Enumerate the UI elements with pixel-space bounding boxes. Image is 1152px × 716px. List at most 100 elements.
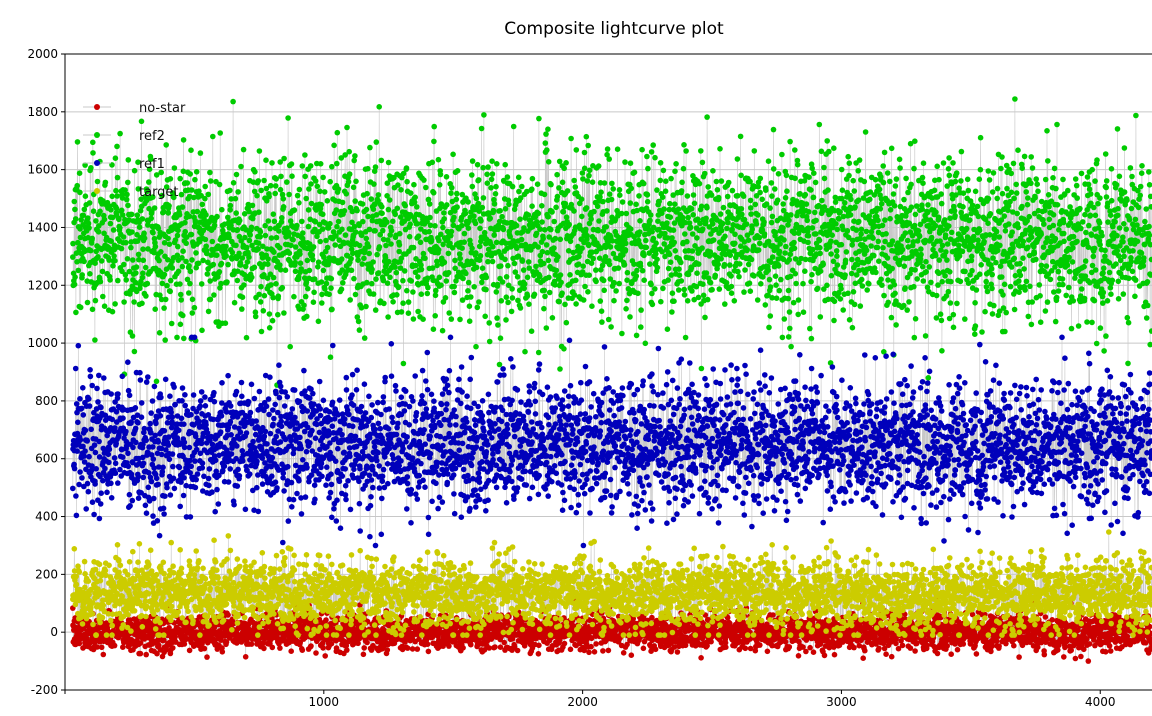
data-point (174, 334, 180, 341)
data-point (233, 171, 240, 178)
data-point (188, 231, 195, 238)
data-point (192, 176, 198, 183)
data-point (219, 649, 226, 655)
data-point (164, 282, 170, 289)
data-point (114, 193, 120, 199)
data-point (786, 644, 793, 650)
data-point (131, 167, 138, 174)
data-point (118, 245, 125, 252)
data-point (254, 192, 260, 199)
data-point (588, 643, 594, 650)
data-point (256, 209, 262, 215)
data-point (156, 257, 162, 264)
data-point (278, 173, 284, 180)
data-point (202, 183, 208, 190)
data-point (227, 187, 233, 194)
data-point (82, 193, 89, 199)
data-point (281, 155, 287, 162)
data-point (123, 196, 130, 203)
data-point (89, 306, 96, 313)
data-point (150, 230, 156, 236)
data-point (219, 206, 225, 213)
data-point (265, 256, 271, 262)
data-point (120, 644, 126, 650)
data-point (851, 644, 857, 651)
data-point (151, 205, 158, 211)
data-point (179, 263, 186, 270)
data-point (280, 196, 287, 202)
data-point (117, 130, 123, 137)
data-point (218, 637, 224, 643)
data-point (640, 645, 647, 652)
data-point (299, 163, 306, 169)
data-point (268, 235, 275, 241)
data-point (143, 293, 149, 299)
data-point (161, 305, 167, 311)
data-point (807, 644, 813, 651)
data-point (162, 296, 169, 303)
data-point (79, 272, 85, 278)
data-point (1042, 614, 1049, 620)
data-point (1072, 655, 1079, 662)
data-point (323, 617, 329, 623)
data-point (240, 146, 247, 153)
data-point (174, 232, 181, 239)
data-point (256, 148, 263, 154)
data-point (110, 263, 116, 269)
data-point (166, 203, 172, 209)
data-point (92, 297, 99, 304)
data-point (216, 181, 223, 188)
data-point (223, 243, 229, 250)
data-point (320, 645, 326, 651)
data-point (831, 651, 838, 658)
data-point (193, 169, 200, 175)
data-point (424, 641, 431, 647)
data-point (282, 267, 289, 274)
data-point (204, 271, 211, 277)
data-point (94, 644, 100, 650)
data-point (764, 648, 771, 655)
data-point (181, 641, 188, 647)
data-point (284, 179, 290, 185)
data-point (384, 647, 391, 653)
data-point (973, 651, 980, 657)
data-point (211, 222, 218, 229)
data-point (222, 320, 229, 327)
data-point (261, 177, 267, 184)
data-point (201, 645, 208, 652)
data-point (161, 240, 168, 246)
data-point (286, 229, 292, 236)
data-point (244, 259, 251, 265)
data-point (296, 200, 302, 206)
data-point (234, 277, 241, 284)
data-point (175, 227, 181, 234)
data-point (94, 178, 101, 185)
data-point (233, 210, 239, 216)
data-point (136, 224, 143, 230)
data-point (273, 234, 280, 241)
data-point (243, 334, 250, 341)
data-point (114, 174, 121, 181)
data-point (285, 115, 291, 121)
data-point (158, 249, 164, 255)
data-point (288, 161, 295, 167)
data-point (270, 211, 277, 217)
data-point (292, 259, 299, 266)
data-point (184, 180, 191, 186)
data-point (87, 271, 93, 277)
data-point (130, 257, 136, 263)
data-point (912, 648, 918, 654)
data-point (742, 645, 749, 652)
data-point (167, 277, 174, 284)
data-point (1016, 654, 1022, 660)
data-point (98, 644, 105, 651)
data-point (239, 294, 246, 301)
data-point (246, 237, 253, 244)
data-point (88, 165, 94, 171)
data-point (162, 337, 168, 343)
data-point (782, 639, 789, 645)
data-point (100, 651, 107, 658)
data-point (117, 225, 123, 231)
